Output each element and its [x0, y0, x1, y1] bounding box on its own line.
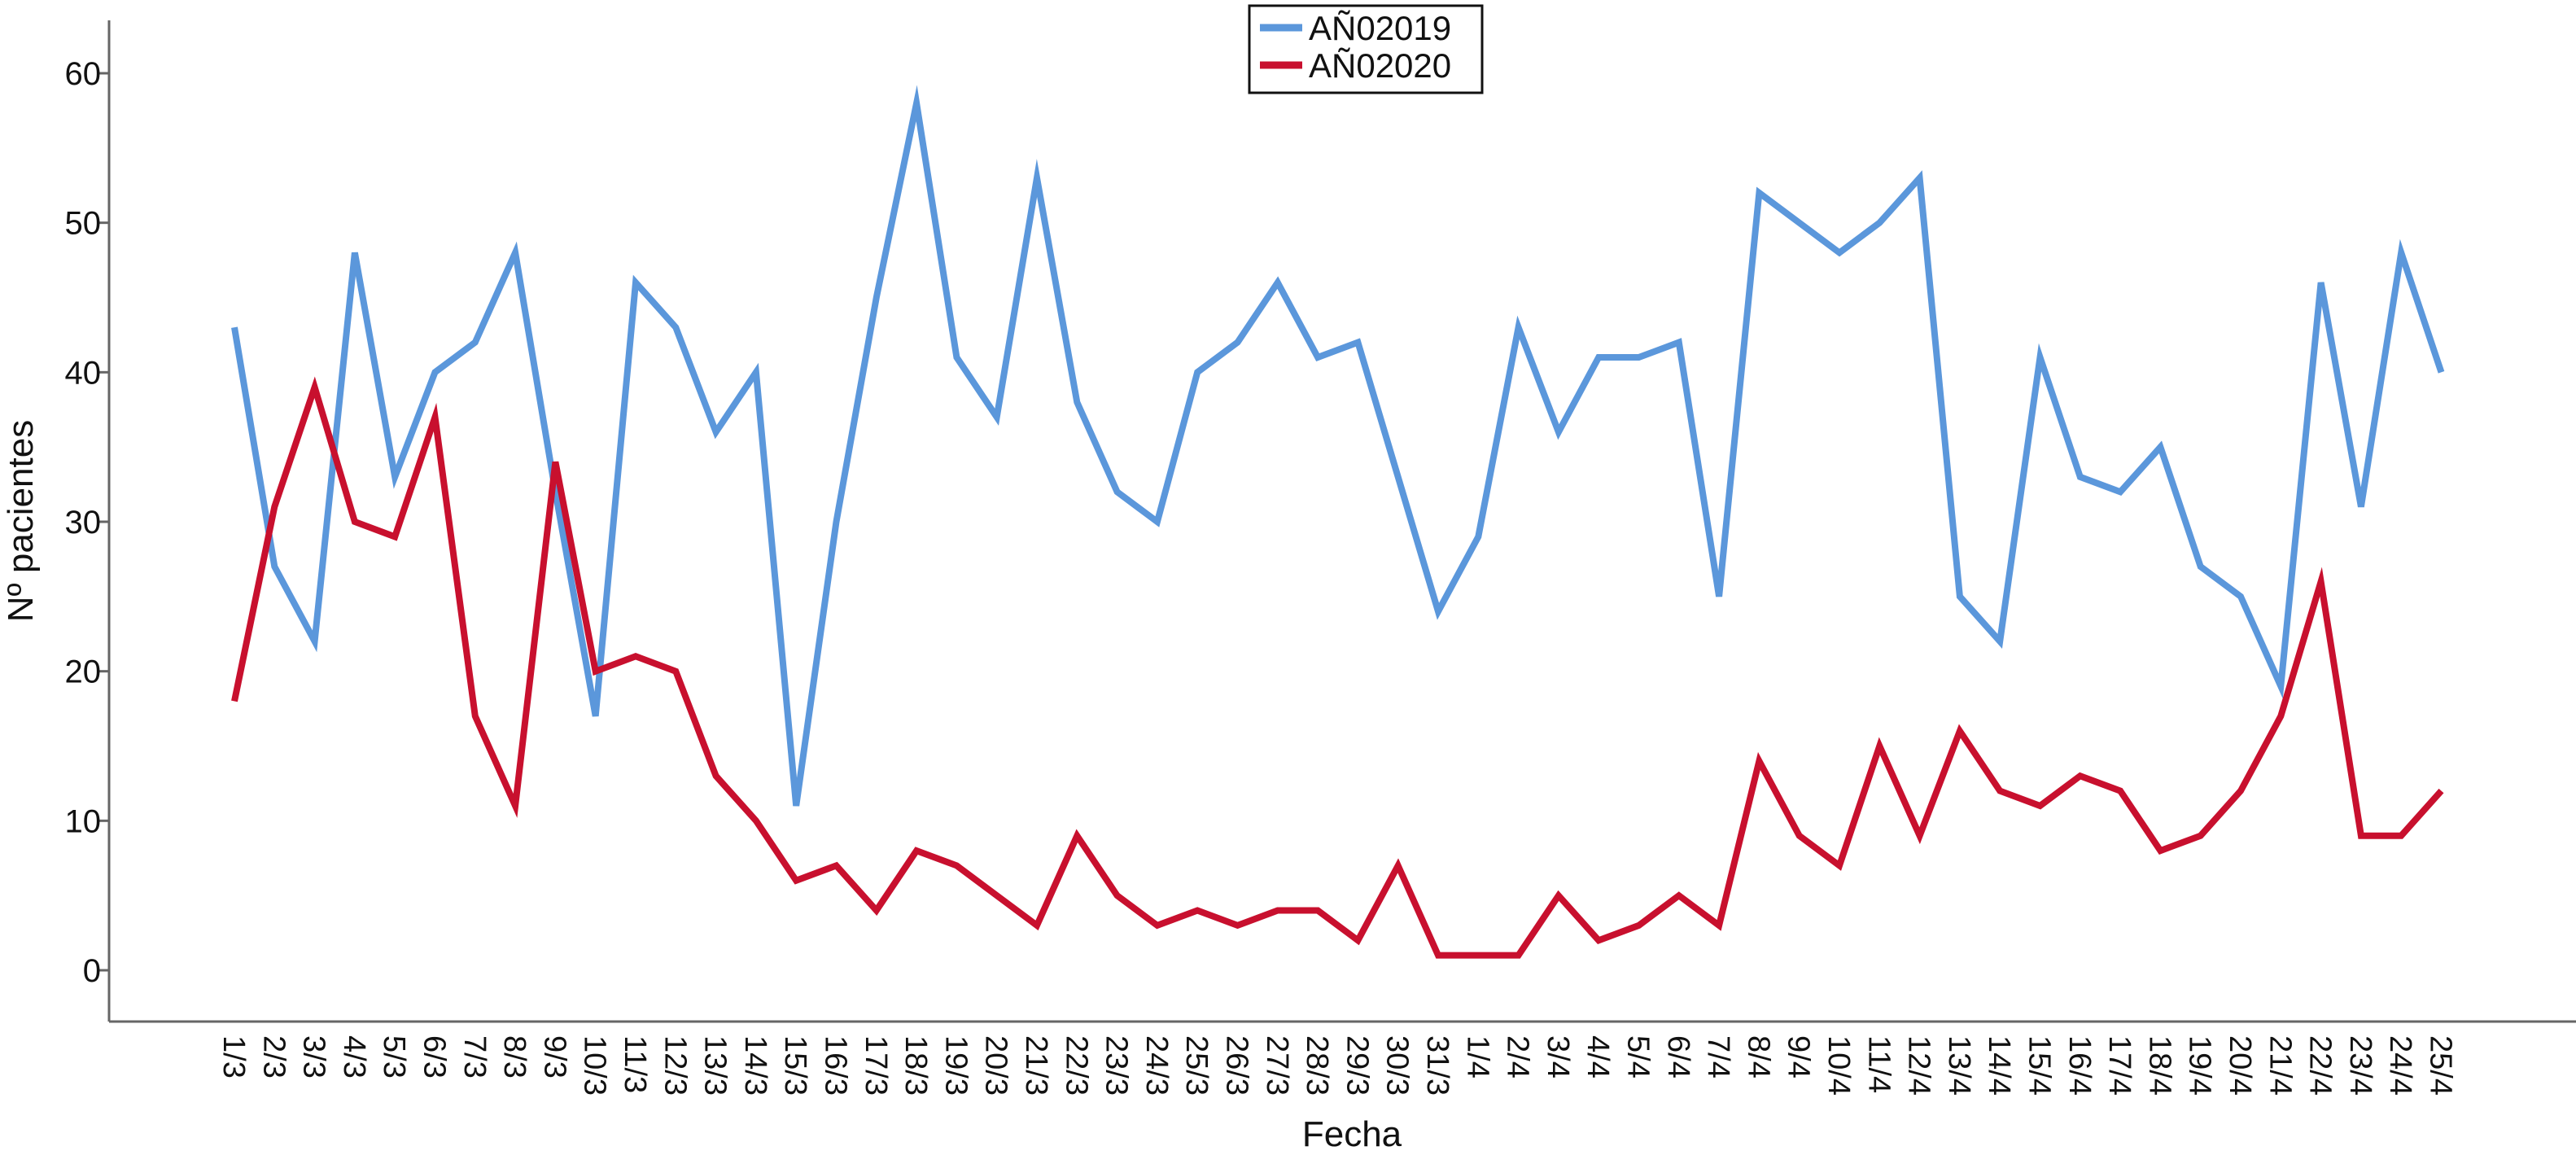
x-tick-label: 11/3 [618, 1035, 652, 1093]
x-tick-label: 1/4 [1460, 1035, 1494, 1079]
x-tick-label: 8/3 [497, 1035, 531, 1079]
x-tick-label: 10/4 [1822, 1035, 1856, 1096]
x-tick-label: 6/4 [1661, 1035, 1695, 1079]
x-tick-labels: 1/3 2/3 3/3 4/3 5/3 6/3 7/3 8/3 9/3 10/3 11/3 12/3 1… [216, 1035, 2458, 1096]
x-tick-label: 10/3 [578, 1035, 612, 1096]
x-tick-label: 2/4 [1501, 1035, 1535, 1079]
x-tick-label: 5/3 [377, 1035, 411, 1079]
x-tick-label: 25/3 [1179, 1035, 1214, 1096]
legend-box [1248, 4, 1484, 94]
x-tick-label: 22/3 [1059, 1035, 1093, 1096]
x-tick-label: 25/4 [2424, 1035, 2458, 1096]
y-tick-label: 40 [65, 355, 102, 391]
x-tick-label: 12/4 [1902, 1035, 1936, 1096]
x-tick-label: 16/3 [819, 1035, 853, 1096]
x-tick-label: 24/4 [2383, 1035, 2417, 1096]
x-tick-label: 22/4 [2303, 1035, 2338, 1096]
x-tick-label: 24/3 [1139, 1035, 1174, 1096]
x-tick-label: 27/3 [1260, 1035, 1294, 1096]
x-tick-label: 3/4 [1541, 1035, 1575, 1079]
x-tick-label: 4/3 [337, 1035, 371, 1079]
legend-label-1: AÑ02020 [1309, 46, 1451, 85]
x-tick-label: 7/4 [1701, 1035, 1735, 1079]
x-tick-label: 28/3 [1300, 1035, 1334, 1096]
x-tick-label: 16/4 [2062, 1035, 2097, 1096]
x-tick-label: 21/3 [1019, 1035, 1053, 1096]
series-line-0 [231, 85, 2445, 807]
x-tick-label: 18/3 [899, 1035, 933, 1096]
x-tick-label: 29/3 [1340, 1035, 1374, 1096]
x-tick-label: 1/3 [216, 1035, 251, 1079]
x-tick-label: 14/3 [738, 1035, 772, 1096]
y-tick-label: 20 [65, 654, 102, 690]
x-tick-label: 14/4 [1982, 1035, 2016, 1096]
x-tick-label: 21/4 [2263, 1035, 2297, 1096]
y-tick-label: 30 [65, 505, 102, 540]
x-tick-label: 17/4 [2102, 1035, 2136, 1096]
legend-label-0: AÑ02019 [1309, 9, 1451, 47]
x-tick-label: 19/3 [938, 1035, 973, 1096]
y-tick-labels: 0 10 20 30 40 50 60 [65, 56, 109, 989]
x-tick-label: 23/3 [1100, 1035, 1134, 1096]
axes [107, 20, 2576, 1023]
x-tick-label: 26/3 [1220, 1035, 1254, 1096]
x-tick-label: 13/4 [1942, 1035, 1976, 1096]
x-tick-label: 23/4 [2343, 1035, 2377, 1096]
y-tick-label: 50 [65, 206, 102, 242]
x-tick-label: 20/4 [2223, 1035, 2257, 1096]
x-axis-title: Fecha [1302, 1114, 1402, 1154]
x-tick-label: 31/3 [1420, 1035, 1454, 1096]
x-tick-label: 9/3 [537, 1035, 571, 1079]
y-tick-label: 0 [83, 953, 101, 989]
x-tick-label: 15/3 [778, 1035, 812, 1096]
x-tick-label: 20/3 [979, 1035, 1013, 1096]
x-tick-label: 12/3 [658, 1035, 692, 1096]
x-tick-label: 5/4 [1621, 1035, 1655, 1079]
y-tick-label: 10 [65, 803, 102, 839]
x-tick-label: 19/4 [2183, 1035, 2217, 1096]
x-tick-label: 17/3 [859, 1035, 893, 1096]
y-tick-label: 60 [65, 56, 102, 92]
y-axis-title: Nº pacientes [1, 420, 41, 622]
series-lines [231, 85, 2445, 959]
x-tick-label: 2/3 [256, 1035, 291, 1079]
x-tick-label: 3/3 [297, 1035, 331, 1079]
x-tick-label: 8/4 [1741, 1035, 1775, 1079]
x-tick-label: 6/3 [418, 1035, 452, 1079]
x-tick-label: 15/4 [2023, 1035, 2057, 1096]
x-tick-label: 9/4 [1782, 1035, 1816, 1079]
x-tick-label: 11/4 [1861, 1035, 1896, 1093]
series-line-1 [231, 376, 2444, 959]
x-tick-label: 30/3 [1380, 1035, 1415, 1096]
x-tick-label: 4/4 [1581, 1035, 1615, 1079]
x-tick-label: 7/3 [457, 1035, 492, 1079]
x-tick-label: 18/4 [2142, 1035, 2176, 1096]
x-tick-label: 13/3 [698, 1035, 733, 1096]
